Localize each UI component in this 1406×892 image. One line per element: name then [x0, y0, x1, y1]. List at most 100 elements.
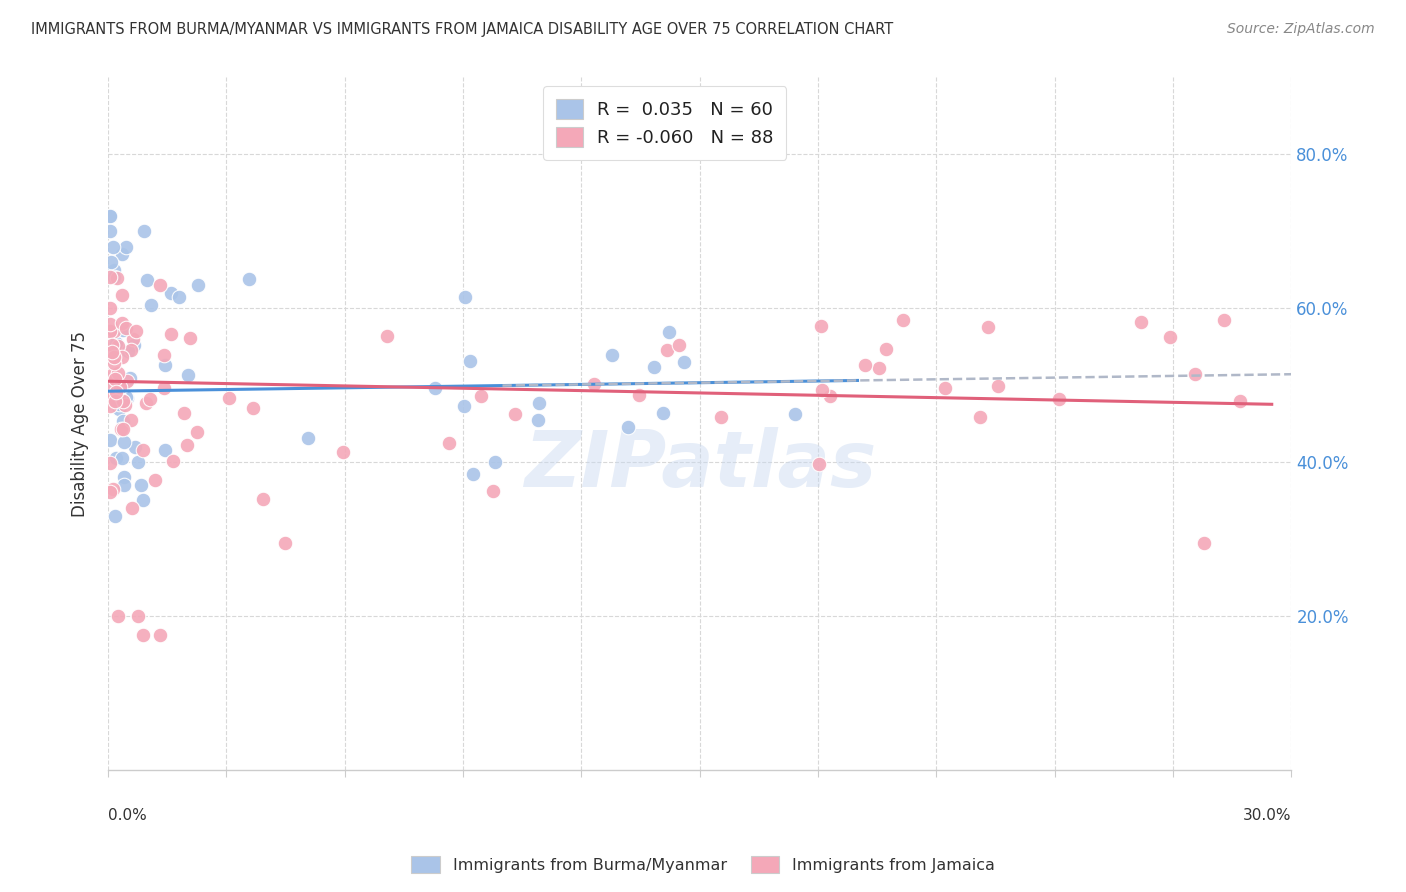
Point — [107, 396, 129, 410]
Point — [153, 358, 176, 372]
Point — [101, 367, 124, 381]
Point — [125, 324, 148, 338]
Point — [810, 383, 832, 397]
Text: 0.0%: 0.0% — [108, 808, 146, 823]
Point — [1229, 394, 1251, 409]
Point — [177, 368, 200, 383]
Point — [114, 398, 136, 412]
Point — [875, 343, 897, 357]
Point — [101, 482, 124, 496]
Point — [111, 393, 134, 408]
Point — [98, 376, 121, 390]
Point — [101, 338, 124, 352]
Text: ZIPatlas: ZIPatlas — [523, 427, 876, 503]
Point — [98, 301, 121, 315]
Point — [628, 387, 651, 401]
Point — [107, 383, 129, 397]
Point — [152, 381, 174, 395]
Point — [110, 422, 132, 436]
Point — [103, 262, 125, 277]
Point — [100, 345, 122, 359]
Point — [132, 443, 155, 458]
Text: IMMIGRANTS FROM BURMA/MYANMAR VS IMMIGRANTS FROM JAMAICA DISABILITY AGE OVER 75 : IMMIGRANTS FROM BURMA/MYANMAR VS IMMIGRA… — [31, 22, 893, 37]
Point — [179, 331, 201, 345]
Point — [114, 470, 136, 484]
Point — [98, 391, 121, 405]
Y-axis label: Disability Age Over 75: Disability Age Over 75 — [72, 331, 89, 516]
Point — [122, 338, 145, 352]
Point — [112, 434, 135, 449]
Point — [160, 327, 183, 342]
Point — [1159, 329, 1181, 343]
Point — [934, 381, 956, 395]
Point — [104, 394, 127, 409]
Point — [187, 278, 209, 293]
Point — [108, 380, 131, 394]
Point — [143, 473, 166, 487]
Point — [108, 390, 131, 404]
Point — [484, 455, 506, 469]
Point — [98, 224, 121, 238]
Point — [117, 374, 139, 388]
Point — [111, 450, 134, 465]
Point — [176, 438, 198, 452]
Point — [121, 501, 143, 516]
Point — [425, 382, 447, 396]
Point — [111, 350, 134, 364]
Point — [891, 313, 914, 327]
Point — [668, 338, 690, 352]
Point — [129, 478, 152, 492]
Point — [107, 366, 129, 380]
Point — [977, 320, 1000, 334]
Point — [439, 435, 461, 450]
Point — [643, 359, 665, 374]
Point — [503, 407, 526, 421]
Point — [470, 389, 492, 403]
Point — [107, 339, 129, 353]
Legend: R =  0.035   N = 60, R = -0.060   N = 88: R = 0.035 N = 60, R = -0.060 N = 88 — [543, 87, 786, 160]
Point — [105, 337, 128, 351]
Point — [808, 458, 831, 472]
Point — [810, 318, 832, 333]
Point — [120, 413, 142, 427]
Point — [111, 422, 134, 436]
Point — [111, 288, 134, 302]
Point — [167, 289, 190, 303]
Point — [111, 323, 134, 337]
Point — [153, 348, 176, 362]
Point — [115, 391, 138, 405]
Point — [1212, 312, 1234, 326]
Point — [616, 419, 638, 434]
Point — [112, 414, 135, 428]
Point — [112, 478, 135, 492]
Point — [103, 270, 125, 285]
Point — [131, 628, 153, 642]
Point — [458, 354, 481, 368]
Point — [332, 445, 354, 459]
Point — [115, 239, 138, 253]
Point — [527, 396, 550, 410]
Point — [114, 320, 136, 334]
Point — [98, 209, 121, 223]
Point — [526, 413, 548, 427]
Point — [122, 332, 145, 346]
Point — [103, 356, 125, 370]
Point — [375, 329, 398, 343]
Point — [454, 290, 477, 304]
Point — [868, 360, 890, 375]
Point — [111, 316, 134, 330]
Point — [127, 608, 149, 623]
Point — [131, 493, 153, 508]
Point — [108, 401, 131, 416]
Point — [98, 209, 121, 223]
Point — [1047, 392, 1070, 406]
Point — [461, 467, 484, 481]
Point — [482, 484, 505, 499]
Point — [107, 608, 129, 623]
Point — [218, 391, 240, 405]
Point — [651, 406, 673, 420]
Point — [98, 324, 121, 338]
Point — [153, 442, 176, 457]
Point — [98, 270, 121, 285]
Point — [118, 371, 141, 385]
